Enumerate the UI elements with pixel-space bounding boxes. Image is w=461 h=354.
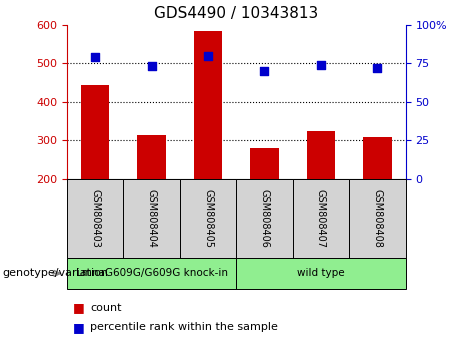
Text: wild type: wild type	[297, 268, 345, 279]
Bar	[81, 85, 109, 179]
Point	[148, 63, 155, 69]
Point	[91, 54, 99, 60]
Text: GSM808403: GSM808403	[90, 189, 100, 248]
Text: LmnaG609G/G609G knock-in: LmnaG609G/G609G knock-in	[76, 268, 228, 279]
Title: GDS4490 / 10343813: GDS4490 / 10343813	[154, 6, 319, 21]
Point	[317, 62, 325, 68]
Text: GSM808408: GSM808408	[372, 189, 383, 248]
Text: GSM808405: GSM808405	[203, 189, 213, 248]
Text: count: count	[90, 303, 121, 313]
Text: GSM808404: GSM808404	[147, 189, 157, 248]
Text: genotype/variation: genotype/variation	[2, 268, 108, 279]
Text: ■: ■	[72, 302, 84, 314]
Bar	[250, 148, 278, 179]
Text: GSM808407: GSM808407	[316, 189, 326, 248]
Bar	[137, 135, 165, 179]
Bar	[307, 131, 335, 179]
Point	[374, 65, 381, 71]
Bar	[194, 31, 222, 179]
Text: ■: ■	[72, 321, 84, 334]
Point	[261, 68, 268, 74]
Text: GSM808406: GSM808406	[260, 189, 270, 248]
Text: percentile rank within the sample: percentile rank within the sample	[90, 322, 278, 332]
Bar	[363, 137, 391, 179]
Point	[204, 53, 212, 58]
